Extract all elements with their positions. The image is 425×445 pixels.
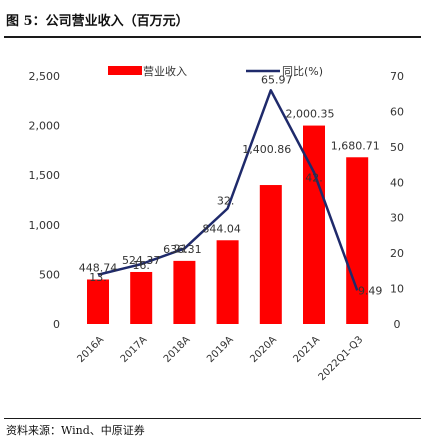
- y-right-tick-label: 50: [390, 141, 404, 154]
- revenue-bar: [303, 125, 325, 324]
- yoy-line: [97, 89, 359, 291]
- revenue-data-label: 636.31: [163, 243, 202, 256]
- revenue-data-label: 1,400.86: [242, 143, 291, 156]
- chart-title: 图 5：公司营业收入（百万元）: [6, 14, 189, 29]
- revenue-data-label: 448.74: [79, 261, 118, 274]
- x-tick-label: 2018A: [162, 334, 193, 365]
- yoy-data-label: 32.: [217, 195, 235, 208]
- y-right-tick-label: 70: [390, 70, 404, 83]
- y-left-tick-label: 0: [53, 318, 60, 331]
- legend-label-yoy: 同比(%): [282, 65, 323, 78]
- y-right-tick-label: 10: [390, 283, 404, 296]
- revenue-bar: [346, 157, 369, 324]
- x-tick-label: 2020A: [248, 334, 279, 365]
- x-tick-label: 2016A: [76, 334, 107, 365]
- legend-label-revenue: 营业收入: [143, 64, 187, 78]
- y-left-tick-label: 500: [39, 268, 60, 281]
- revenue-data-label: 844.04: [202, 222, 241, 235]
- source-rule: [4, 418, 421, 419]
- legend-swatch-revenue: [108, 66, 142, 75]
- y-left-tick-label: 1,500: [29, 169, 61, 182]
- y-left-tick-label: 1,000: [29, 219, 61, 232]
- y-right-tick-label: 60: [390, 105, 404, 118]
- y-right-tick-label: 20: [390, 247, 404, 260]
- revenue-data-label: 524.37: [122, 254, 161, 267]
- revenue-data-label: 1,680.71: [331, 139, 380, 152]
- revenue-bar: [259, 185, 282, 324]
- y-right-tick-label: 30: [390, 212, 404, 225]
- y-left-tick-label: 2,000: [29, 120, 61, 133]
- revenue-bar: [216, 240, 239, 324]
- x-tick-label: 2017A: [119, 334, 150, 365]
- revenue-bar: [173, 260, 196, 324]
- y-right-tick-label: 40: [390, 176, 404, 189]
- x-tick-label: 2019A: [205, 334, 236, 365]
- yoy-data-label: 42.: [305, 171, 323, 184]
- title-rule: [4, 36, 421, 38]
- yoy-data-label: 13.: [89, 271, 107, 284]
- revenue-bar: [87, 279, 109, 324]
- revenue-data-label: 2,000.35: [286, 108, 335, 121]
- yoy-data-label: 65.97: [261, 73, 293, 86]
- yoy-data-label: 21.: [174, 243, 192, 256]
- revenue-bar: [130, 271, 153, 324]
- source-note: 资料来源：Wind、中原证券: [6, 424, 145, 437]
- yoy-data-label: 16.: [132, 259, 150, 272]
- x-tick-label: 2021A: [292, 334, 323, 365]
- yoy-data-label: 9.49: [358, 284, 383, 297]
- x-tick-label: 2022Q1-Q3: [317, 334, 366, 383]
- y-left-tick-label: 2,500: [29, 70, 61, 83]
- y-right-tick-label: 0: [394, 318, 401, 331]
